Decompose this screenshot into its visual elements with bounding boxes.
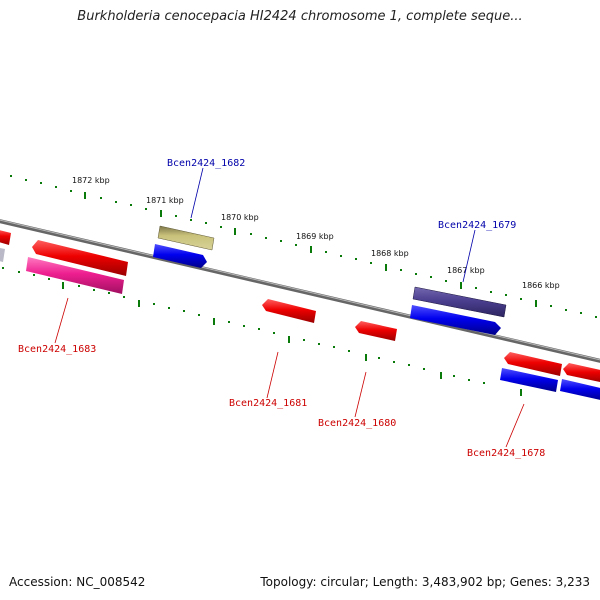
chromosome-backbone xyxy=(0,219,600,363)
gene-forward-blue-left[interactable] xyxy=(153,244,207,268)
lower-tick-track xyxy=(2,267,522,396)
gene-bcen2424-1681[interactable] xyxy=(262,299,316,323)
label-leaders xyxy=(54,167,525,448)
kbp-label: 1871 kbp xyxy=(146,196,184,205)
gene-label[interactable]: Bcen2424_1678 xyxy=(467,448,545,459)
gene-forward-blue-mid[interactable] xyxy=(410,305,501,335)
gene-forward-blue-right-2[interactable] xyxy=(560,379,600,401)
kbp-label: 1869 kbp xyxy=(296,232,334,241)
gene-label[interactable]: Bcen2424_1683 xyxy=(18,344,96,355)
gene-bcen2424-1683[interactable] xyxy=(26,257,124,294)
gene-reverse-red-right[interactable] xyxy=(563,363,600,383)
gene-label[interactable]: Bcen2424_1681 xyxy=(229,398,307,409)
gene-label[interactable]: Bcen2424_1679 xyxy=(438,220,516,231)
kbp-label: 1870 kbp xyxy=(221,213,259,222)
kbp-label: 1866 kbp xyxy=(522,281,560,290)
gene-forward-blue-right-1[interactable] xyxy=(500,368,558,392)
map-title: Burkholderia cenocepacia HI2424 chromoso… xyxy=(77,9,523,24)
accession-text: Accession: NC_008542 xyxy=(9,575,146,589)
gene-bcen2424-1682[interactable] xyxy=(157,225,215,251)
kbp-label: 1868 kbp xyxy=(371,249,409,258)
gene-reverse-red-left[interactable] xyxy=(32,240,128,276)
gene-edge-left-grey[interactable] xyxy=(0,247,5,262)
gene-bcen2424-1680[interactable] xyxy=(355,321,397,341)
gene-bcen2424-1679[interactable] xyxy=(412,286,507,318)
gene-label[interactable]: Bcen2424_1682 xyxy=(167,158,245,169)
gene-edge-left-red[interactable] xyxy=(0,229,11,245)
upper-tick-track xyxy=(10,175,597,318)
genome-summary-text: Topology: circular; Length: 3,483,902 bp… xyxy=(260,575,590,589)
gene-bcen2424-1678[interactable] xyxy=(504,352,562,376)
kbp-label: 1872 kbp xyxy=(72,176,110,185)
gene-label[interactable]: Bcen2424_1680 xyxy=(318,418,396,429)
